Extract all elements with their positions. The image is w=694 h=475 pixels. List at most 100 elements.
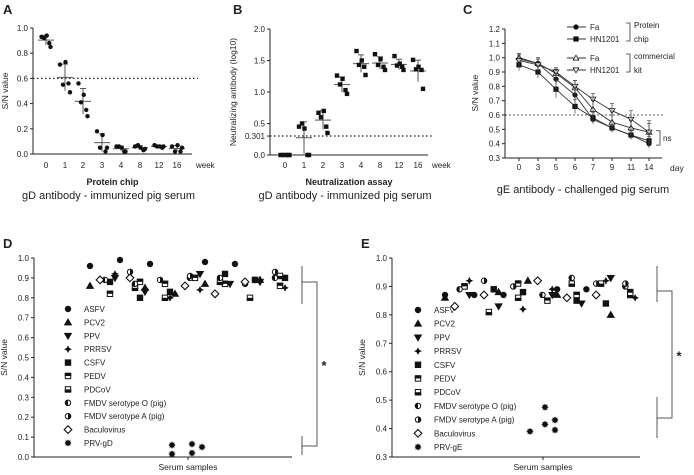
data-point-dot (231, 260, 239, 268)
data-point (188, 449, 196, 457)
series-csfv (106, 270, 289, 301)
legend-marker (64, 439, 72, 447)
x-axis-title: Protein chip (86, 177, 139, 187)
data-point-fill (484, 277, 488, 284)
y-tick-label: 0.4 (17, 100, 29, 109)
series-fmdv-serotype-o-pig- (456, 274, 629, 299)
y-axis-title: S/N value (0, 339, 9, 376)
legend-marker-fill (64, 372, 72, 376)
data-point-dot (553, 286, 561, 293)
legend-group-label: kit (634, 66, 643, 75)
data-point (195, 270, 205, 279)
data-point (392, 53, 397, 59)
data-point (231, 260, 239, 268)
legend-bracket (626, 22, 631, 42)
data-point-dot (519, 288, 527, 296)
data-point-dot (135, 142, 141, 148)
y-tick-label: 0.8 (376, 311, 388, 320)
data-point-dot (281, 274, 289, 282)
y-tick-label: 1.1 (489, 39, 501, 48)
data-point-dot (287, 152, 292, 158)
data-point-dot (123, 149, 128, 154)
data-point-fill (544, 297, 551, 301)
data-point-dot (465, 291, 474, 300)
legend-marker-fill (418, 416, 422, 423)
legend-marker (64, 413, 72, 420)
legend-label: Fa (590, 23, 600, 32)
data-point (280, 152, 286, 158)
data-point (136, 294, 144, 301)
legend-marker (63, 332, 73, 341)
x-tick-label: 3 (340, 161, 345, 170)
data-point (318, 115, 324, 120)
data-point (166, 293, 174, 302)
legend-marker-dot (572, 67, 580, 74)
legend-label: PRRSV (84, 345, 112, 354)
data-point-dot (551, 416, 559, 424)
legend-label: PDCoV (84, 385, 111, 394)
legend-marker-fill (64, 399, 68, 406)
data-point (606, 310, 615, 318)
data-point (201, 258, 209, 266)
data-point-dot (519, 305, 527, 314)
data-point (178, 149, 183, 154)
data-point-fill (625, 280, 629, 287)
data-point-dot (362, 64, 367, 69)
data-point (225, 280, 235, 289)
data-point-dot (179, 145, 185, 150)
data-point (154, 144, 160, 149)
legend-label: PEDV (84, 372, 106, 381)
data-point-dot (251, 276, 259, 284)
data-point (553, 286, 561, 293)
data-point (541, 403, 549, 411)
legend-marker (414, 361, 422, 368)
data-point (340, 76, 345, 81)
x-axis-title: Serum samples (158, 462, 217, 472)
data-point (321, 108, 326, 114)
data-point-dot (255, 278, 265, 287)
data-point-dot (343, 87, 348, 93)
y-tick-label: 0.6 (18, 334, 30, 343)
data-point (631, 293, 639, 302)
data-point (81, 92, 86, 97)
data-point-dot (281, 284, 289, 292)
series-baculovirus (95, 273, 250, 299)
series-fmdv-serotype-a-pig- (480, 277, 629, 290)
x-tick-label: 16 (414, 161, 423, 170)
x-tick-label: 4 (119, 161, 124, 170)
y-tick-label: 1.2 (489, 25, 501, 34)
data-point-dot (359, 58, 364, 63)
data-point-dot (410, 57, 416, 63)
data-point (324, 124, 329, 129)
y-tick-label: 0.9 (489, 68, 501, 77)
data-point-dot (168, 441, 176, 449)
y-tick-label: 0.5 (489, 125, 501, 134)
data-point (533, 276, 543, 286)
data-point (103, 149, 108, 154)
y-axis-title: S/N value (357, 339, 367, 376)
series-line (518, 60, 650, 133)
data-point (337, 82, 343, 87)
data-point (271, 268, 279, 276)
data-point (146, 260, 154, 268)
data-point (344, 91, 350, 97)
data-point-dot (168, 450, 176, 458)
data-point (591, 290, 601, 300)
data-point-dot (125, 273, 135, 283)
legend-group-label: commercial (634, 52, 675, 61)
data-point (251, 276, 259, 284)
data-point (168, 450, 176, 458)
data-point-dot (363, 72, 368, 78)
significance-star: * (321, 358, 327, 373)
series-asfv (86, 256, 239, 270)
data-point (41, 35, 47, 41)
panel-label-b: B (233, 2, 242, 17)
x-tick-label: 1 (302, 161, 307, 170)
legend-marker (413, 319, 423, 327)
data-point (372, 52, 378, 57)
x-tick-label: 0 (44, 161, 49, 170)
legend-marker (414, 306, 422, 314)
data-point-fill (216, 274, 220, 282)
data-point (126, 268, 134, 276)
